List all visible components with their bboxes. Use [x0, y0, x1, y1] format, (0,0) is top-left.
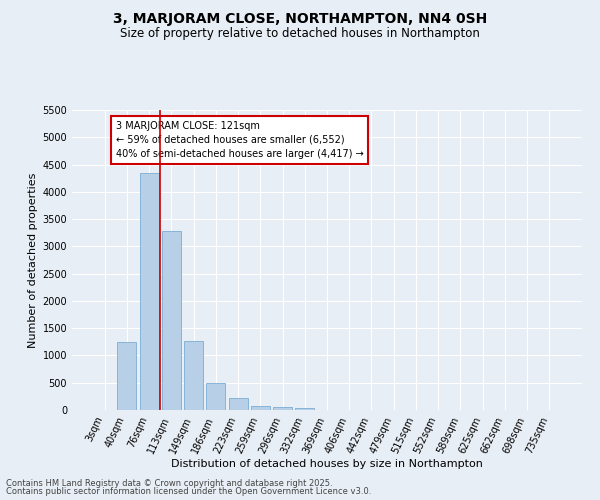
- Bar: [140, 172, 158, 410]
- Y-axis label: Number of detached properties: Number of detached properties: [28, 172, 38, 348]
- X-axis label: Distribution of detached houses by size in Northampton: Distribution of detached houses by size …: [171, 459, 483, 469]
- Text: Contains public sector information licensed under the Open Government Licence v3: Contains public sector information licen…: [6, 487, 371, 496]
- Text: Size of property relative to detached houses in Northampton: Size of property relative to detached ho…: [120, 28, 480, 40]
- Bar: [251, 406, 270, 410]
- Bar: [162, 231, 181, 410]
- Bar: [184, 342, 203, 410]
- Bar: [295, 408, 314, 410]
- Bar: [273, 408, 292, 410]
- Text: 3 MARJORAM CLOSE: 121sqm
← 59% of detached houses are smaller (6,552)
40% of sem: 3 MARJORAM CLOSE: 121sqm ← 59% of detach…: [116, 121, 364, 159]
- Bar: [206, 382, 225, 410]
- Bar: [229, 398, 248, 410]
- Bar: [118, 342, 136, 410]
- Text: Contains HM Land Registry data © Crown copyright and database right 2025.: Contains HM Land Registry data © Crown c…: [6, 478, 332, 488]
- Text: 3, MARJORAM CLOSE, NORTHAMPTON, NN4 0SH: 3, MARJORAM CLOSE, NORTHAMPTON, NN4 0SH: [113, 12, 487, 26]
